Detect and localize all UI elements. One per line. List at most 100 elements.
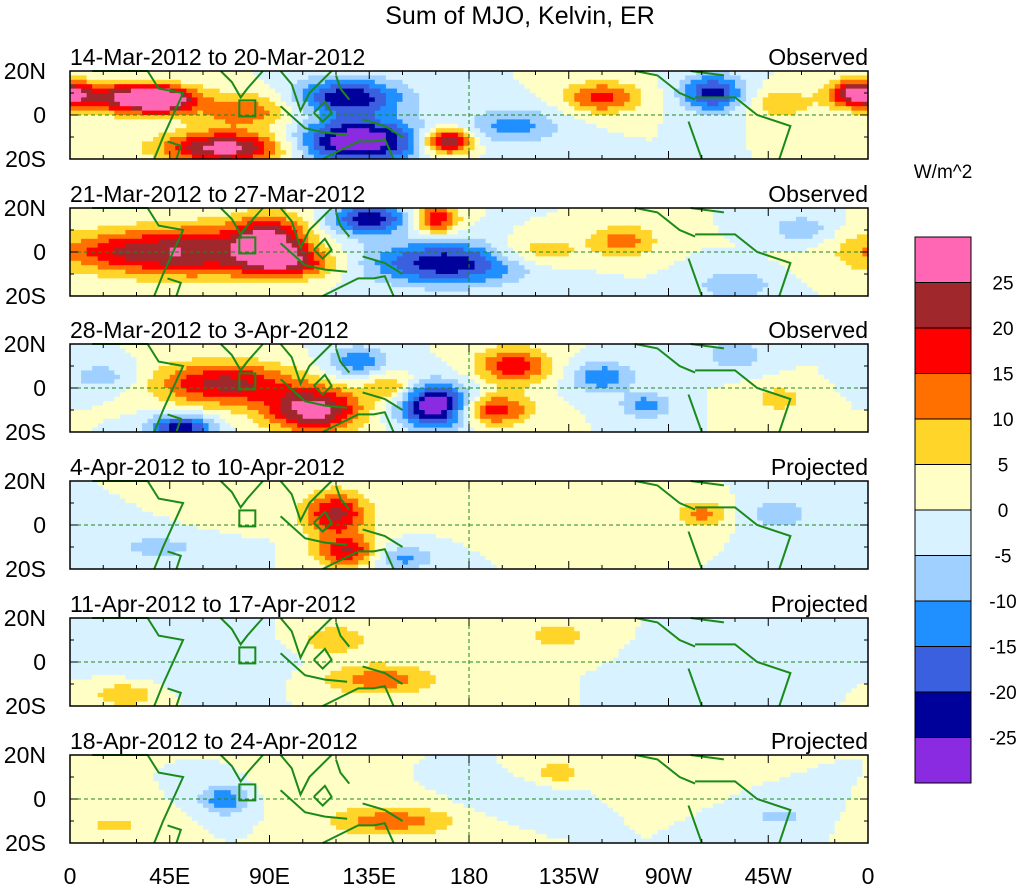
field-cell	[696, 145, 703, 151]
field-cell	[186, 115, 193, 120]
field-cell	[92, 150, 99, 156]
field-cell	[757, 141, 764, 147]
field-cell	[463, 212, 470, 218]
field-cell	[613, 145, 620, 151]
field-cell	[275, 71, 282, 76]
field-cell	[424, 119, 431, 125]
field-cell	[396, 84, 404, 90]
field-cell	[768, 93, 775, 98]
field-cell	[507, 75, 514, 81]
field-cell	[352, 238, 359, 244]
field-cell	[801, 145, 808, 151]
field-cell	[119, 265, 127, 271]
field-cell	[258, 243, 265, 249]
field-cell	[463, 137, 470, 142]
field-cell	[136, 137, 143, 142]
field-cell	[574, 110, 581, 116]
field-cell	[602, 119, 609, 125]
field-cell	[358, 154, 365, 160]
field-cell	[535, 110, 542, 116]
field-cell	[180, 234, 187, 240]
field-cell	[668, 145, 675, 151]
field-cell	[762, 247, 769, 253]
field-cell	[541, 230, 548, 235]
field-cell	[380, 208, 387, 213]
field-cell	[430, 132, 437, 138]
field-cell	[441, 243, 448, 249]
field-cell	[169, 84, 176, 90]
field-cell	[302, 93, 309, 98]
field-cell	[419, 71, 426, 76]
field-cell	[469, 230, 476, 235]
field-cell	[430, 75, 437, 81]
field-cell	[408, 154, 415, 160]
field-cell	[369, 84, 376, 90]
field-cell	[92, 256, 99, 262]
field-cell	[862, 212, 869, 218]
field-cell	[779, 84, 786, 90]
field-cell	[92, 145, 99, 151]
field-cell	[258, 93, 265, 98]
field-cell	[258, 115, 265, 120]
field-cell	[735, 260, 742, 266]
field-cell	[602, 145, 609, 151]
field-cell	[136, 216, 143, 222]
field-cell	[391, 208, 398, 213]
field-cell	[696, 115, 703, 120]
field-cell	[507, 101, 514, 107]
field-cell	[103, 84, 110, 90]
field-cell	[690, 225, 697, 231]
field-cell	[197, 238, 204, 244]
field-cell	[297, 252, 304, 257]
field-cell	[214, 132, 221, 138]
field-cell	[507, 128, 514, 134]
field-cell	[585, 150, 592, 156]
field-cell	[784, 101, 792, 107]
field-cell	[286, 252, 293, 257]
field-cell	[795, 252, 803, 257]
field-cell	[707, 221, 714, 227]
field-cell	[795, 119, 803, 125]
field-cell	[336, 88, 343, 94]
field-cell	[546, 79, 553, 85]
field-cell	[740, 247, 747, 253]
field-cell	[718, 234, 725, 240]
field-cell	[795, 247, 803, 253]
field-cell	[75, 137, 82, 142]
field-cell	[801, 256, 808, 262]
field-cell	[712, 225, 719, 231]
field-cell	[153, 212, 160, 218]
field-cell	[707, 79, 714, 85]
field-cell	[613, 132, 620, 138]
field-cell	[258, 247, 265, 253]
field-cell	[363, 75, 370, 81]
field-cell	[142, 265, 149, 271]
field-cell	[751, 132, 758, 138]
field-cell	[602, 212, 609, 218]
field-cell	[823, 84, 830, 90]
field-cell	[214, 141, 221, 147]
field-cell	[773, 101, 780, 107]
field-cell	[424, 225, 431, 231]
field-cell	[330, 75, 337, 81]
field-cell	[851, 141, 858, 147]
field-cell	[795, 212, 803, 218]
field-cell	[108, 79, 115, 85]
field-cell	[153, 265, 160, 271]
field-cell	[640, 137, 647, 142]
field-cell	[779, 132, 786, 138]
field-cell	[485, 137, 492, 142]
field-cell	[130, 234, 138, 240]
field-cell	[624, 256, 631, 262]
field-cell	[491, 97, 498, 103]
field-cell	[801, 106, 808, 112]
field-cell	[862, 256, 869, 262]
field-cell	[125, 243, 132, 249]
field-cell	[247, 243, 254, 249]
field-cell	[125, 238, 132, 244]
field-cell	[513, 145, 520, 151]
field-cell	[795, 106, 803, 112]
field-cell	[324, 221, 332, 227]
field-cell	[496, 93, 503, 98]
field-cell	[563, 128, 570, 134]
